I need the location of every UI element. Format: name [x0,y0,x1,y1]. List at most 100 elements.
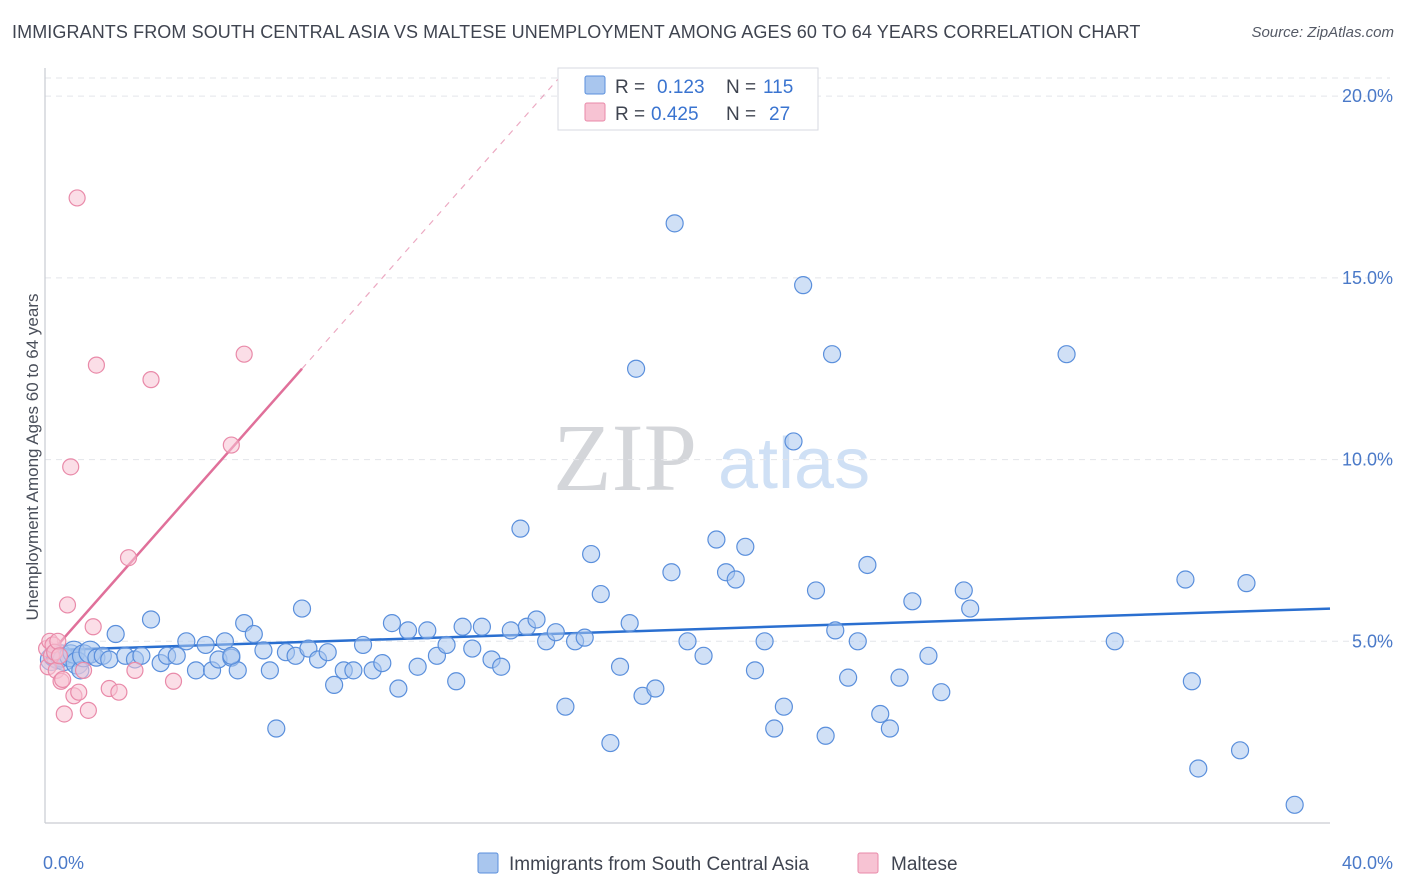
point-immigrants [325,675,344,695]
point-immigrants [1189,759,1208,778]
series-immigrants-points [39,214,1304,814]
point-maltese [62,458,80,476]
point-immigrants [492,657,511,676]
legend-n-value-1: 115 [763,77,793,98]
point-maltese [222,436,240,454]
point-immigrants [267,719,286,738]
point-immigrants [932,683,951,702]
y-tick-label: 20.0% [1342,86,1393,106]
point-immigrants [382,614,402,633]
y-axis-label: Unemployment Among Ages 60 to 64 years [23,294,42,621]
point-immigrants [254,641,273,660]
point-immigrants [848,632,867,651]
point-immigrants [260,661,279,680]
point-immigrants [447,672,466,691]
point-immigrants [398,621,418,640]
legend-n-label-1: N = [726,77,756,98]
legend-swatch-blue [584,75,606,95]
point-immigrants [582,544,601,564]
point-immigrants [373,653,392,673]
watermark: ZIP atlas [553,404,870,511]
point-immigrants [575,628,594,647]
point-maltese [55,705,73,723]
point-immigrants [1237,574,1256,593]
point-immigrants [726,570,745,589]
trend-line-maltese [44,367,303,661]
point-immigrants [389,679,408,698]
point-immigrants [626,359,646,378]
point-immigrants [822,345,842,364]
point-immigrants [954,581,973,600]
point-immigrants [707,530,726,549]
series-maltese-points [38,189,253,723]
point-maltese [70,683,88,701]
point-immigrants [244,624,263,644]
legend-r-value-2: 0.425 [651,104,699,125]
point-immigrants [556,697,575,716]
point-immigrants [453,617,472,636]
point-immigrants [527,610,546,629]
point-immigrants [463,639,482,658]
point-maltese [164,672,183,690]
point-maltese [49,632,67,650]
legend-r-label-2: R = [615,104,645,125]
point-maltese [235,345,253,363]
point-immigrants [678,632,697,651]
y-tick-label: 5.0% [1352,631,1393,651]
point-immigrants [472,617,491,636]
point-immigrants [546,623,565,642]
point-immigrants [100,650,119,669]
x-tick-label-max: 40.0% [1342,853,1393,873]
point-immigrants [1176,570,1195,589]
point-maltese [54,670,72,689]
chart-title: IMMIGRANTS FROM SOUTH CENTRAL ASIA VS MA… [12,22,1141,42]
point-immigrants [501,621,520,640]
point-immigrants [774,697,793,716]
point-immigrants [610,657,630,676]
point-immigrants [1057,345,1076,364]
point-immigrants [353,635,373,655]
point-immigrants [765,719,784,738]
point-maltese [142,371,160,389]
tick-labels: 5.0% 10.0% 15.0% 20.0% 0.0% 40.0% [43,86,1393,873]
point-maltese [119,549,138,567]
point-immigrants [826,621,845,640]
point-immigrants [132,646,151,665]
trend-line-maltese-extension [301,77,560,370]
point-maltese [110,683,128,701]
point-immigrants [736,537,755,556]
point-immigrants [871,704,890,724]
point-maltese [68,189,86,207]
point-immigrants [961,599,980,618]
point-maltese [79,701,97,719]
x-tick-label-min: 0.0% [43,853,84,873]
point-immigrants [794,276,813,295]
point-immigrants [177,632,196,651]
point-maltese [126,661,144,679]
legend-swatch-immigrants [477,852,499,874]
legend-correlation: R = 0.123 N = 115 R = 0.425 N = 27 [557,67,819,131]
point-immigrants [839,668,858,687]
point-immigrants [806,581,826,600]
point-immigrants [858,555,877,575]
legend-swatch-pink [584,102,606,122]
point-immigrants [755,632,774,651]
legend-label-maltese: Maltese [891,854,958,875]
point-immigrants [1105,632,1124,651]
y-tick-label: 15.0% [1342,268,1393,288]
point-maltese [50,647,69,665]
point-immigrants [601,733,620,753]
point-immigrants [344,661,363,680]
point-immigrants [106,624,125,644]
point-immigrants [1182,672,1201,691]
point-immigrants [784,432,803,451]
point-immigrants [816,726,835,745]
legend-r-value-1: 0.123 [657,77,705,98]
point-immigrants [408,657,427,676]
point-immigrants [437,635,456,655]
point-immigrants [880,719,899,738]
legend-r-label-1: R = [615,77,645,98]
point-immigrants [694,646,713,665]
point-maltese [87,356,106,374]
